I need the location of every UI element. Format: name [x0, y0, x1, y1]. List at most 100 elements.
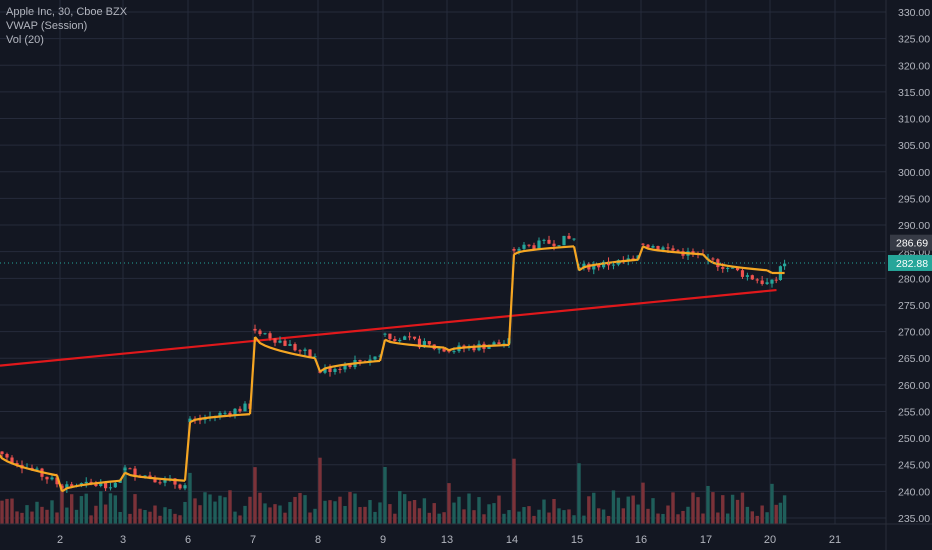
- volume-bar: [378, 502, 382, 524]
- legend: Apple Inc, 30, Cboe BZX VWAP (Session) V…: [6, 5, 127, 47]
- candle-body: [417, 338, 422, 348]
- volume-bar: [218, 495, 222, 524]
- last-price-tag-bg: [888, 254, 932, 271]
- candle-body: [5, 454, 9, 458]
- candle-body: [238, 408, 242, 412]
- volume-bar: [183, 501, 187, 524]
- volume-bar: [208, 494, 212, 524]
- volume-bar: [661, 513, 665, 524]
- volume-bar: [582, 515, 586, 524]
- vwap-segment: [254, 336, 316, 360]
- volume-bar: [730, 494, 735, 524]
- candle-body: [303, 349, 307, 351]
- candle-body: [547, 239, 551, 244]
- last-price-tag: 282.88: [896, 258, 928, 270]
- candle-body: [651, 246, 655, 248]
- trendline[interactable]: [0, 288, 777, 367]
- volume-bar: [138, 508, 142, 524]
- volume-bar: [358, 507, 362, 524]
- price-tick-label: 245.00: [898, 460, 930, 472]
- volume-bar: [621, 508, 626, 524]
- volume-bar: [601, 509, 606, 524]
- candle-body: [765, 282, 769, 284]
- candle-body: [512, 249, 516, 251]
- candle-body: [442, 348, 446, 352]
- legend-vwap[interactable]: VWAP (Session): [6, 20, 88, 32]
- volume-bar: [696, 497, 700, 524]
- volume-bar: [388, 504, 392, 524]
- legend-symbol[interactable]: Apple Inc, 30, Cboe BZX: [6, 6, 128, 18]
- candle-body: [104, 482, 108, 489]
- volume-bar: [333, 501, 337, 524]
- volume-bar: [283, 512, 287, 524]
- volume-bar: [701, 513, 705, 524]
- volume-bar: [472, 510, 476, 524]
- volume-bar: [487, 504, 491, 524]
- price-tick-label: 270.00: [898, 327, 930, 339]
- volume-bar: [348, 492, 352, 524]
- candle-body: [123, 468, 127, 471]
- volume-bar: [646, 508, 650, 524]
- volume-bar: [778, 502, 783, 524]
- volume-bar: [89, 515, 93, 524]
- volume-bar: [383, 466, 387, 524]
- volume-bar: [148, 511, 152, 524]
- volume-bar: [507, 510, 511, 524]
- candle-body: [0, 451, 4, 455]
- vwap-segment: [189, 413, 251, 424]
- volume-bar: [94, 505, 98, 524]
- high-price-tag-bg: [890, 234, 932, 251]
- volume-bar: [228, 490, 232, 524]
- vwap-jump: [248, 336, 257, 415]
- vwap-segment: [384, 338, 445, 349]
- candle-body: [328, 367, 332, 373]
- candle-body: [537, 240, 541, 249]
- candle-body: [288, 344, 292, 346]
- candle-body: [783, 263, 787, 267]
- volume-bar: [373, 511, 377, 524]
- volume-bar: [298, 492, 302, 524]
- vwap-jump: [766, 269, 773, 274]
- candle-body: [108, 487, 113, 489]
- vwap-segment: [319, 359, 381, 373]
- volume-bar: [313, 508, 317, 524]
- volume-bar: [113, 495, 118, 524]
- price-tick-label: 240.00: [898, 486, 930, 498]
- candle-body: [298, 350, 302, 352]
- volume-bar: [512, 458, 516, 524]
- candle-body: [562, 235, 566, 246]
- time-tick-label: 20: [764, 534, 776, 546]
- vwap-jump: [572, 246, 581, 271]
- volume-bar: [774, 504, 778, 524]
- candle-body: [487, 345, 491, 349]
- volume-bar: [30, 511, 34, 524]
- vwap-jump: [378, 339, 387, 362]
- volume-bar: [765, 512, 769, 524]
- volume-bar: [497, 495, 501, 524]
- candle-body: [178, 484, 182, 489]
- candle-body: [333, 368, 337, 373]
- candle-body: [15, 463, 19, 465]
- candle-body: [447, 350, 451, 352]
- volume-bar: [398, 491, 402, 524]
- volume-bar: [99, 491, 103, 524]
- volume-bar: [427, 512, 432, 524]
- candle-body: [313, 356, 317, 358]
- volume-bar: [353, 493, 357, 524]
- volume-bar: [193, 498, 197, 524]
- volume-bar: [782, 495, 787, 524]
- time-tick-label: 14: [506, 534, 518, 546]
- candle-body: [368, 359, 372, 362]
- candle-body: [278, 340, 282, 343]
- legend-volume[interactable]: Vol (20): [6, 34, 44, 46]
- volume-bar: [74, 509, 79, 524]
- candle-body: [188, 418, 192, 423]
- candle-body: [750, 275, 754, 280]
- volume-bar: [587, 496, 591, 524]
- volume-bar: [363, 506, 367, 524]
- volume-bar: [482, 514, 486, 524]
- candle-body: [770, 279, 774, 284]
